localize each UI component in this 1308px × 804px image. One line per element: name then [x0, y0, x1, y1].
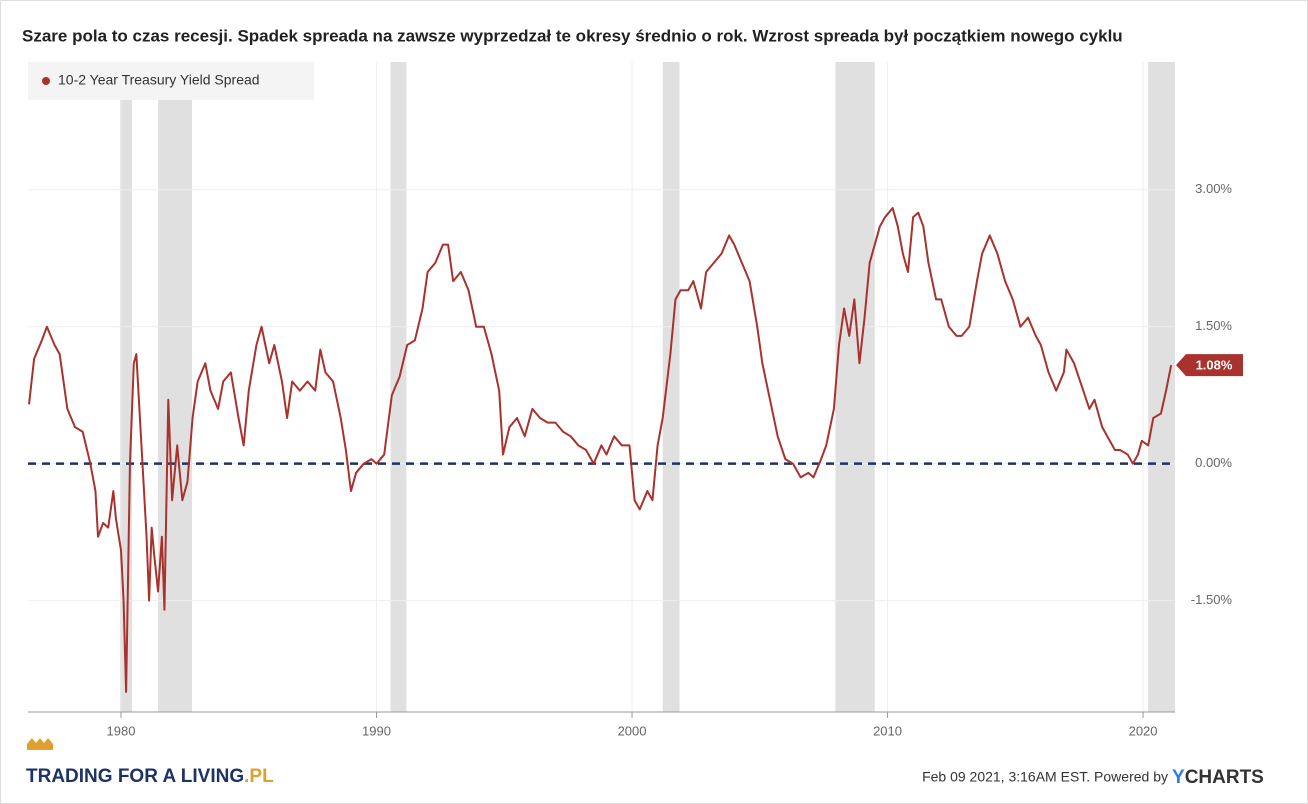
recession-band — [1148, 62, 1175, 712]
logo-crown — [27, 738, 53, 750]
x-tick-label: 2010 — [873, 723, 902, 738]
brand: YCHARTS — [1172, 767, 1264, 788]
x-tick-label: 2020 — [1129, 723, 1158, 738]
legend: 10-2 Year Treasury Yield Spread — [28, 62, 314, 100]
logo-main: TRADING FOR A LIVING — [26, 766, 244, 787]
x-tick-label: 2000 — [618, 723, 647, 738]
logo-text: TRADING FOR A LIVING.PL — [26, 766, 274, 787]
legend-box — [28, 62, 314, 100]
y-tick-label: 0.00% — [1195, 455, 1232, 470]
recession-band — [835, 62, 875, 712]
legend-label: 10-2 Year Treasury Yield Spread — [58, 72, 260, 88]
end-label-tag — [1176, 354, 1243, 377]
recession-band — [662, 62, 680, 712]
data-line — [28, 207, 1173, 693]
brand-rest: CHARTS — [1185, 767, 1264, 788]
x-tick-label: 1980 — [107, 723, 136, 738]
recession-band — [390, 62, 407, 712]
x-tick-label: 1990 — [362, 723, 391, 738]
recession-band — [119, 62, 132, 712]
y-tick-label: 3.00% — [1195, 181, 1232, 196]
logo-suffix: .PL — [244, 766, 274, 787]
y-tick-label: 1.50% — [1195, 318, 1232, 333]
chart-title: Szare pola to czas recesji. Spadek sprea… — [22, 26, 1123, 45]
recession-band — [158, 62, 193, 712]
credit: Feb 09 2021, 3:16AM EST. Powered by — [922, 769, 1168, 785]
y-tick-label: -1.50% — [1191, 592, 1233, 607]
plot-area: 1980 1990 2000 2010 2020 -1.50% 0.00% 1.50% 3.00… — [28, 62, 1243, 738]
legend-marker — [42, 77, 50, 85]
end-label: 1.08% — [1196, 358, 1233, 373]
logo: TRADING FOR A LIVING.PL — [26, 738, 274, 787]
brand-y: Y — [1172, 767, 1185, 788]
